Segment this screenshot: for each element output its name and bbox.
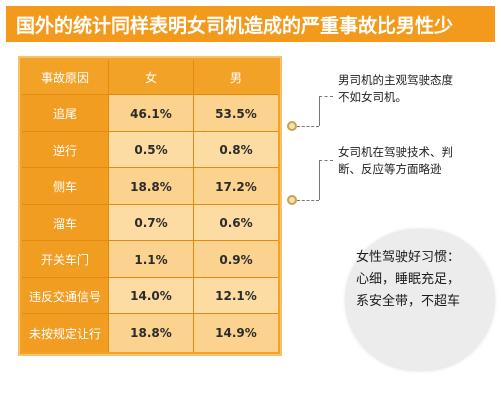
table-row: 未按规定让行 18.8% 14.9% xyxy=(22,313,278,352)
note-male-attitude: 男司机的主观驾驶态度 不如女司机。 xyxy=(338,72,453,106)
title-banner: 国外的统计同样表明女司机造成的严重事故比男性少 xyxy=(6,6,495,42)
note-line: 男司机的主观驾驶态度 xyxy=(338,73,453,87)
row-male-value: 17.2% xyxy=(193,168,278,205)
header-cause: 事故原因 xyxy=(40,70,89,85)
row-female-value: 14.0% xyxy=(108,278,193,314)
note-line: 不如女司机。 xyxy=(338,90,407,104)
row-female-value: 18.8% xyxy=(108,314,193,352)
row-male-value: 53.5% xyxy=(193,95,278,132)
annotation-leader xyxy=(319,96,333,97)
row-female-value: 1.1% xyxy=(108,241,193,278)
annotation-leader xyxy=(297,200,319,201)
habits-bubble xyxy=(346,230,494,370)
annotation-leader xyxy=(319,96,320,126)
row-female-value: 0.5% xyxy=(108,132,193,168)
row-cause: 溜车 xyxy=(22,205,108,241)
row-male-value: 12.1% xyxy=(193,278,278,314)
annotation-leader xyxy=(297,126,319,127)
row-female-value: 0.7% xyxy=(108,205,193,241)
habits-line: 女性驾驶好习惯： xyxy=(356,250,461,265)
table-header-row: 事故原因 女 男 xyxy=(22,60,278,94)
habits-line: 心细，睡眠充足， xyxy=(356,272,461,287)
habits-line: 系安全带，不超车 xyxy=(356,294,461,309)
note-line: 断、反应等方面略逊 xyxy=(338,162,442,176)
table-row: 侧车 18.8% 17.2% xyxy=(22,167,278,205)
row-female-value: 46.1% xyxy=(108,95,193,132)
banner-title: 国外的统计同样表明女司机造成的严重事故比男性少 xyxy=(16,14,454,37)
annotation-dot xyxy=(287,195,297,205)
table-row: 逆行 0.5% 0.8% xyxy=(22,131,278,168)
annotation-leader xyxy=(319,160,320,200)
header-female: 女 xyxy=(108,60,193,94)
annotation-leader xyxy=(319,160,333,161)
table-row: 违反交通信号 14.0% 12.1% xyxy=(22,277,278,314)
annotation-dot xyxy=(287,121,297,131)
row-cause: 逆行 xyxy=(22,132,108,168)
row-cause: 侧车 xyxy=(22,168,108,205)
table-row: 开关车门 1.1% 0.9% xyxy=(22,240,278,278)
row-cause: 未按规定让行 xyxy=(22,314,108,352)
table-row: 溜车 0.7% 0.6% xyxy=(22,204,278,241)
habits-text: 女性驾驶好习惯： 心细，睡眠充足， 系安全带，不超车 xyxy=(356,247,492,313)
row-cause: 追尾 xyxy=(22,95,108,132)
note-female-skill: 女司机在驾驶技术、判 断、反应等方面略逊 xyxy=(338,144,453,178)
row-cause: 违反交通信号 xyxy=(22,278,108,314)
table-row: 追尾 46.1% 53.5% xyxy=(22,94,278,132)
accident-cause-table: 事故原因 女 男 追尾 46.1% 53.5% 逆行 0.5% 0.8% 侧车 … xyxy=(18,56,282,356)
row-male-value: 0.8% xyxy=(193,132,278,168)
row-cause: 开关车门 xyxy=(22,241,108,278)
row-female-value: 18.8% xyxy=(108,168,193,205)
row-male-value: 0.9% xyxy=(193,241,278,278)
header-male: 男 xyxy=(193,60,278,94)
note-line: 女司机在驾驶技术、判 xyxy=(338,145,453,159)
row-male-value: 14.9% xyxy=(193,314,278,352)
row-male-value: 0.6% xyxy=(193,205,278,241)
